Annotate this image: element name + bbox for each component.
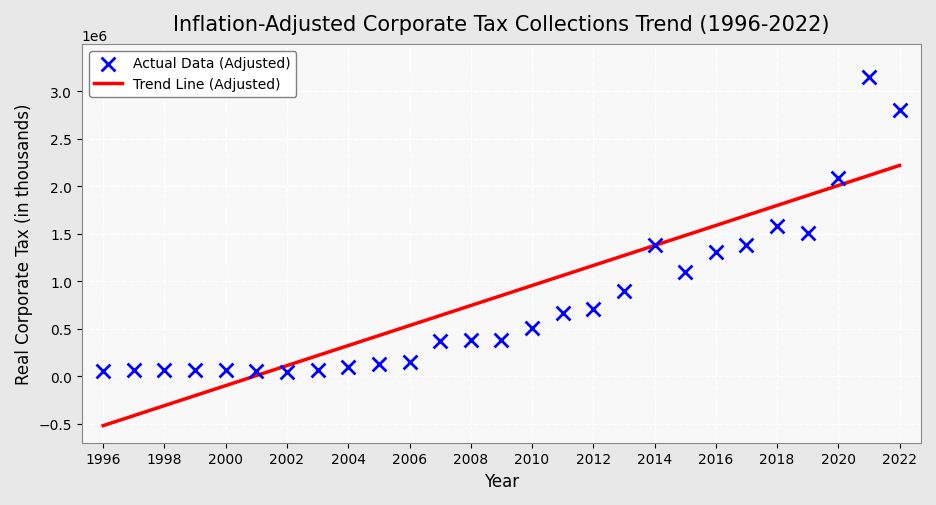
Legend: Actual Data (Adjusted), Trend Line (Adjusted): Actual Data (Adjusted), Trend Line (Adju…: [89, 52, 297, 97]
Actual Data (Adjusted): [800, 229, 815, 237]
Actual Data (Adjusted): [769, 223, 784, 231]
Actual Data (Adjusted): [647, 242, 662, 250]
Actual Data (Adjusted): [310, 366, 325, 374]
Actual Data (Adjusted): [678, 268, 693, 276]
Actual Data (Adjusted): [831, 174, 846, 182]
Actual Data (Adjusted): [555, 309, 570, 317]
Actual Data (Adjusted): [524, 324, 539, 332]
Actual Data (Adjusted): [280, 368, 295, 376]
X-axis label: Year: Year: [484, 472, 519, 490]
Actual Data (Adjusted): [617, 287, 632, 295]
Actual Data (Adjusted): [187, 366, 202, 374]
Actual Data (Adjusted): [126, 366, 141, 374]
Actual Data (Adjusted): [341, 363, 356, 371]
Actual Data (Adjusted): [402, 358, 417, 366]
Actual Data (Adjusted): [586, 305, 601, 313]
Actual Data (Adjusted): [494, 336, 509, 344]
Actual Data (Adjusted): [709, 248, 724, 257]
Actual Data (Adjusted): [372, 360, 387, 368]
Actual Data (Adjusted): [861, 74, 876, 82]
Actual Data (Adjusted): [463, 336, 478, 344]
Actual Data (Adjusted): [249, 367, 264, 375]
Actual Data (Adjusted): [739, 242, 753, 250]
Actual Data (Adjusted): [95, 367, 110, 375]
Actual Data (Adjusted): [157, 366, 172, 374]
Y-axis label: Real Corporate Tax (in thousands): Real Corporate Tax (in thousands): [15, 104, 33, 384]
Title: Inflation-Adjusted Corporate Tax Collections Trend (1996-2022): Inflation-Adjusted Corporate Tax Collect…: [173, 15, 829, 35]
Actual Data (Adjusted): [892, 107, 907, 115]
Actual Data (Adjusted): [432, 337, 447, 345]
Actual Data (Adjusted): [218, 366, 233, 374]
